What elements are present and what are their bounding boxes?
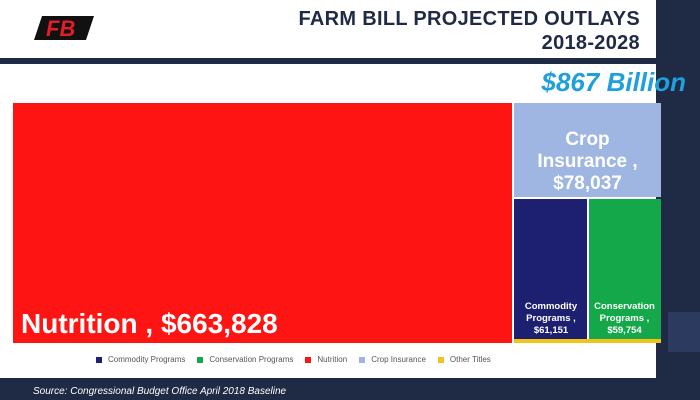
legend-item: Conservation Programs — [197, 355, 293, 364]
legend-swatch — [305, 356, 312, 363]
legend-label: Other Titles — [449, 355, 491, 364]
legend-item: Commodity Programs — [96, 355, 185, 364]
legend-item: Other Titles — [437, 355, 491, 364]
treemap-cell-other-titles — [514, 339, 661, 343]
header-bar: FB FARM BILL PROJECTED OUTLAYS 2018-2028 — [0, 0, 656, 58]
treemap-cell-nutrition — [13, 103, 512, 343]
conservation-label-line: Programs , — [600, 313, 650, 324]
conservation-label-line: Conservation — [594, 301, 655, 312]
total-outlays-label: $867 Billion — [541, 67, 687, 97]
legend-swatch — [96, 356, 102, 363]
nutrition-label: Nutrition , $663,828 — [21, 308, 278, 339]
commodity-label-line: Commodity — [525, 301, 578, 312]
treemap-cell-conservation-programs — [589, 199, 661, 339]
title-line-2: 2018-2028 — [541, 32, 640, 54]
source-note: Source: Congressional Budget Office Apri… — [33, 386, 287, 397]
legend-item: Nutrition — [305, 355, 347, 364]
chart-title: FARM BILL PROJECTED OUTLAYS 2018-2028 — [220, 7, 640, 55]
legend-swatch — [197, 356, 204, 363]
legend-swatch — [359, 356, 366, 363]
logo-text: FB — [46, 16, 75, 41]
legend-label: Nutrition — [317, 355, 348, 364]
title-line-1: FARM BILL PROJECTED OUTLAYS — [298, 8, 640, 30]
treemap-cell-crop-insurance — [514, 103, 661, 197]
commodity-label-line: $61,151 — [534, 325, 569, 336]
farm-bureau-logo: FB — [34, 16, 94, 41]
chart-legend: Commodity Programs Conservation Programs N… — [96, 355, 491, 364]
legend-swatch — [437, 356, 444, 363]
conservation-label-line: $59,754 — [607, 325, 642, 336]
right-accent-block — [668, 312, 700, 352]
footer-bar — [0, 378, 656, 400]
crop-insurance-label-line: Crop — [565, 129, 609, 150]
commodity-label-line: Programs , — [526, 313, 576, 324]
crop-insurance-label-line: Insurance , — [537, 151, 637, 172]
legend-label: Conservation Programs — [209, 355, 294, 364]
treemap-cell-commodity-programs — [514, 199, 587, 339]
legend-label: Commodity Programs — [108, 355, 186, 364]
legend-item: Crop Insurance — [359, 355, 426, 364]
crop-insurance-label-line: $78,037 — [553, 173, 622, 194]
legend-label: Crop Insurance — [371, 355, 426, 364]
